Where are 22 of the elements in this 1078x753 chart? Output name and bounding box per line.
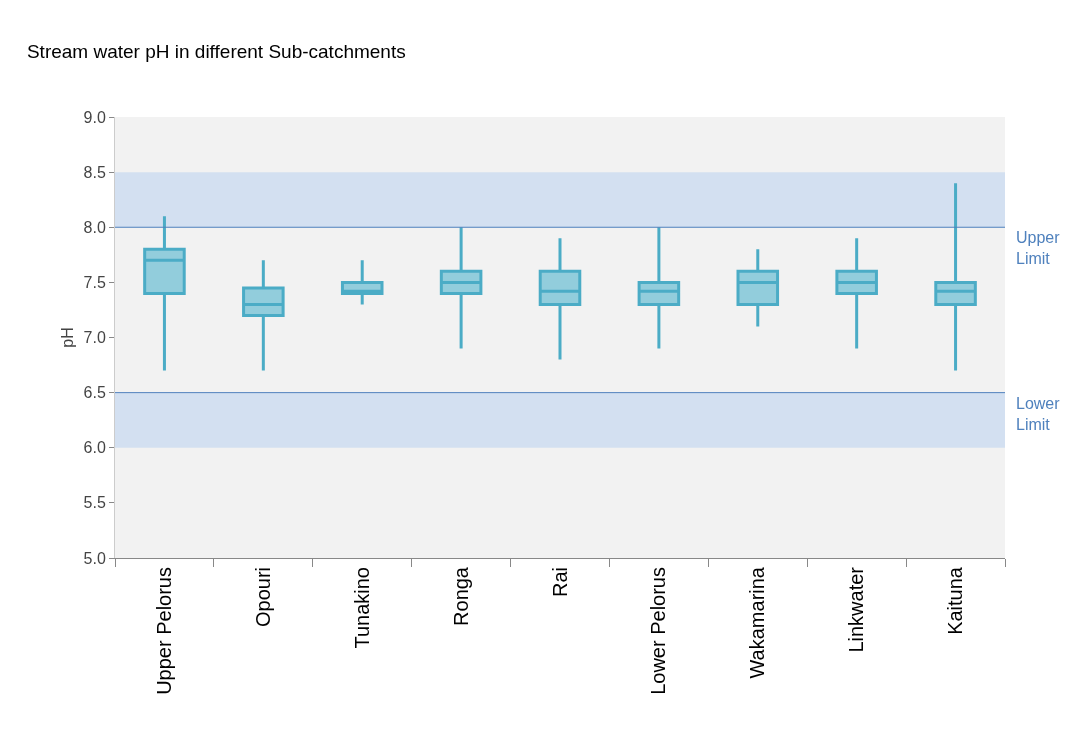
x-tick-label: Opouri (251, 567, 274, 628)
y-tick-label: 9.0 (83, 108, 106, 126)
x-tick-label: Upper Pelorus (152, 567, 175, 695)
y-tick-label: 6.0 (83, 439, 106, 457)
x-tick-label: Wakamarina (746, 566, 769, 679)
x-tick-label: Ronga (449, 566, 472, 626)
y-tick-label: 7.5 (83, 273, 106, 291)
y-tick-label: 6.5 (83, 384, 106, 402)
x-tick-label: Lower Pelorus (647, 567, 670, 695)
y-tick-label: 7.0 (83, 329, 106, 347)
y-tick-label: 8.0 (83, 218, 106, 236)
x-tick-label: Rai (548, 567, 571, 598)
chart-title: Stream water pH in different Sub-catchments (26, 41, 406, 63)
ref-line-label: Lower Limit (1016, 395, 1061, 433)
x-tick-label: Kaituna (944, 566, 967, 635)
ref-line-label: Upper Limit (1016, 229, 1061, 267)
y-tick-label: 8.5 (83, 163, 106, 181)
x-tick-label: Tunakino (350, 567, 373, 649)
y-axis-title: pH (59, 327, 76, 348)
y-tick-label: 5.5 (83, 494, 106, 512)
y-tick-label: 5.0 (83, 549, 106, 567)
x-tick-label: Linkwater (845, 566, 868, 653)
